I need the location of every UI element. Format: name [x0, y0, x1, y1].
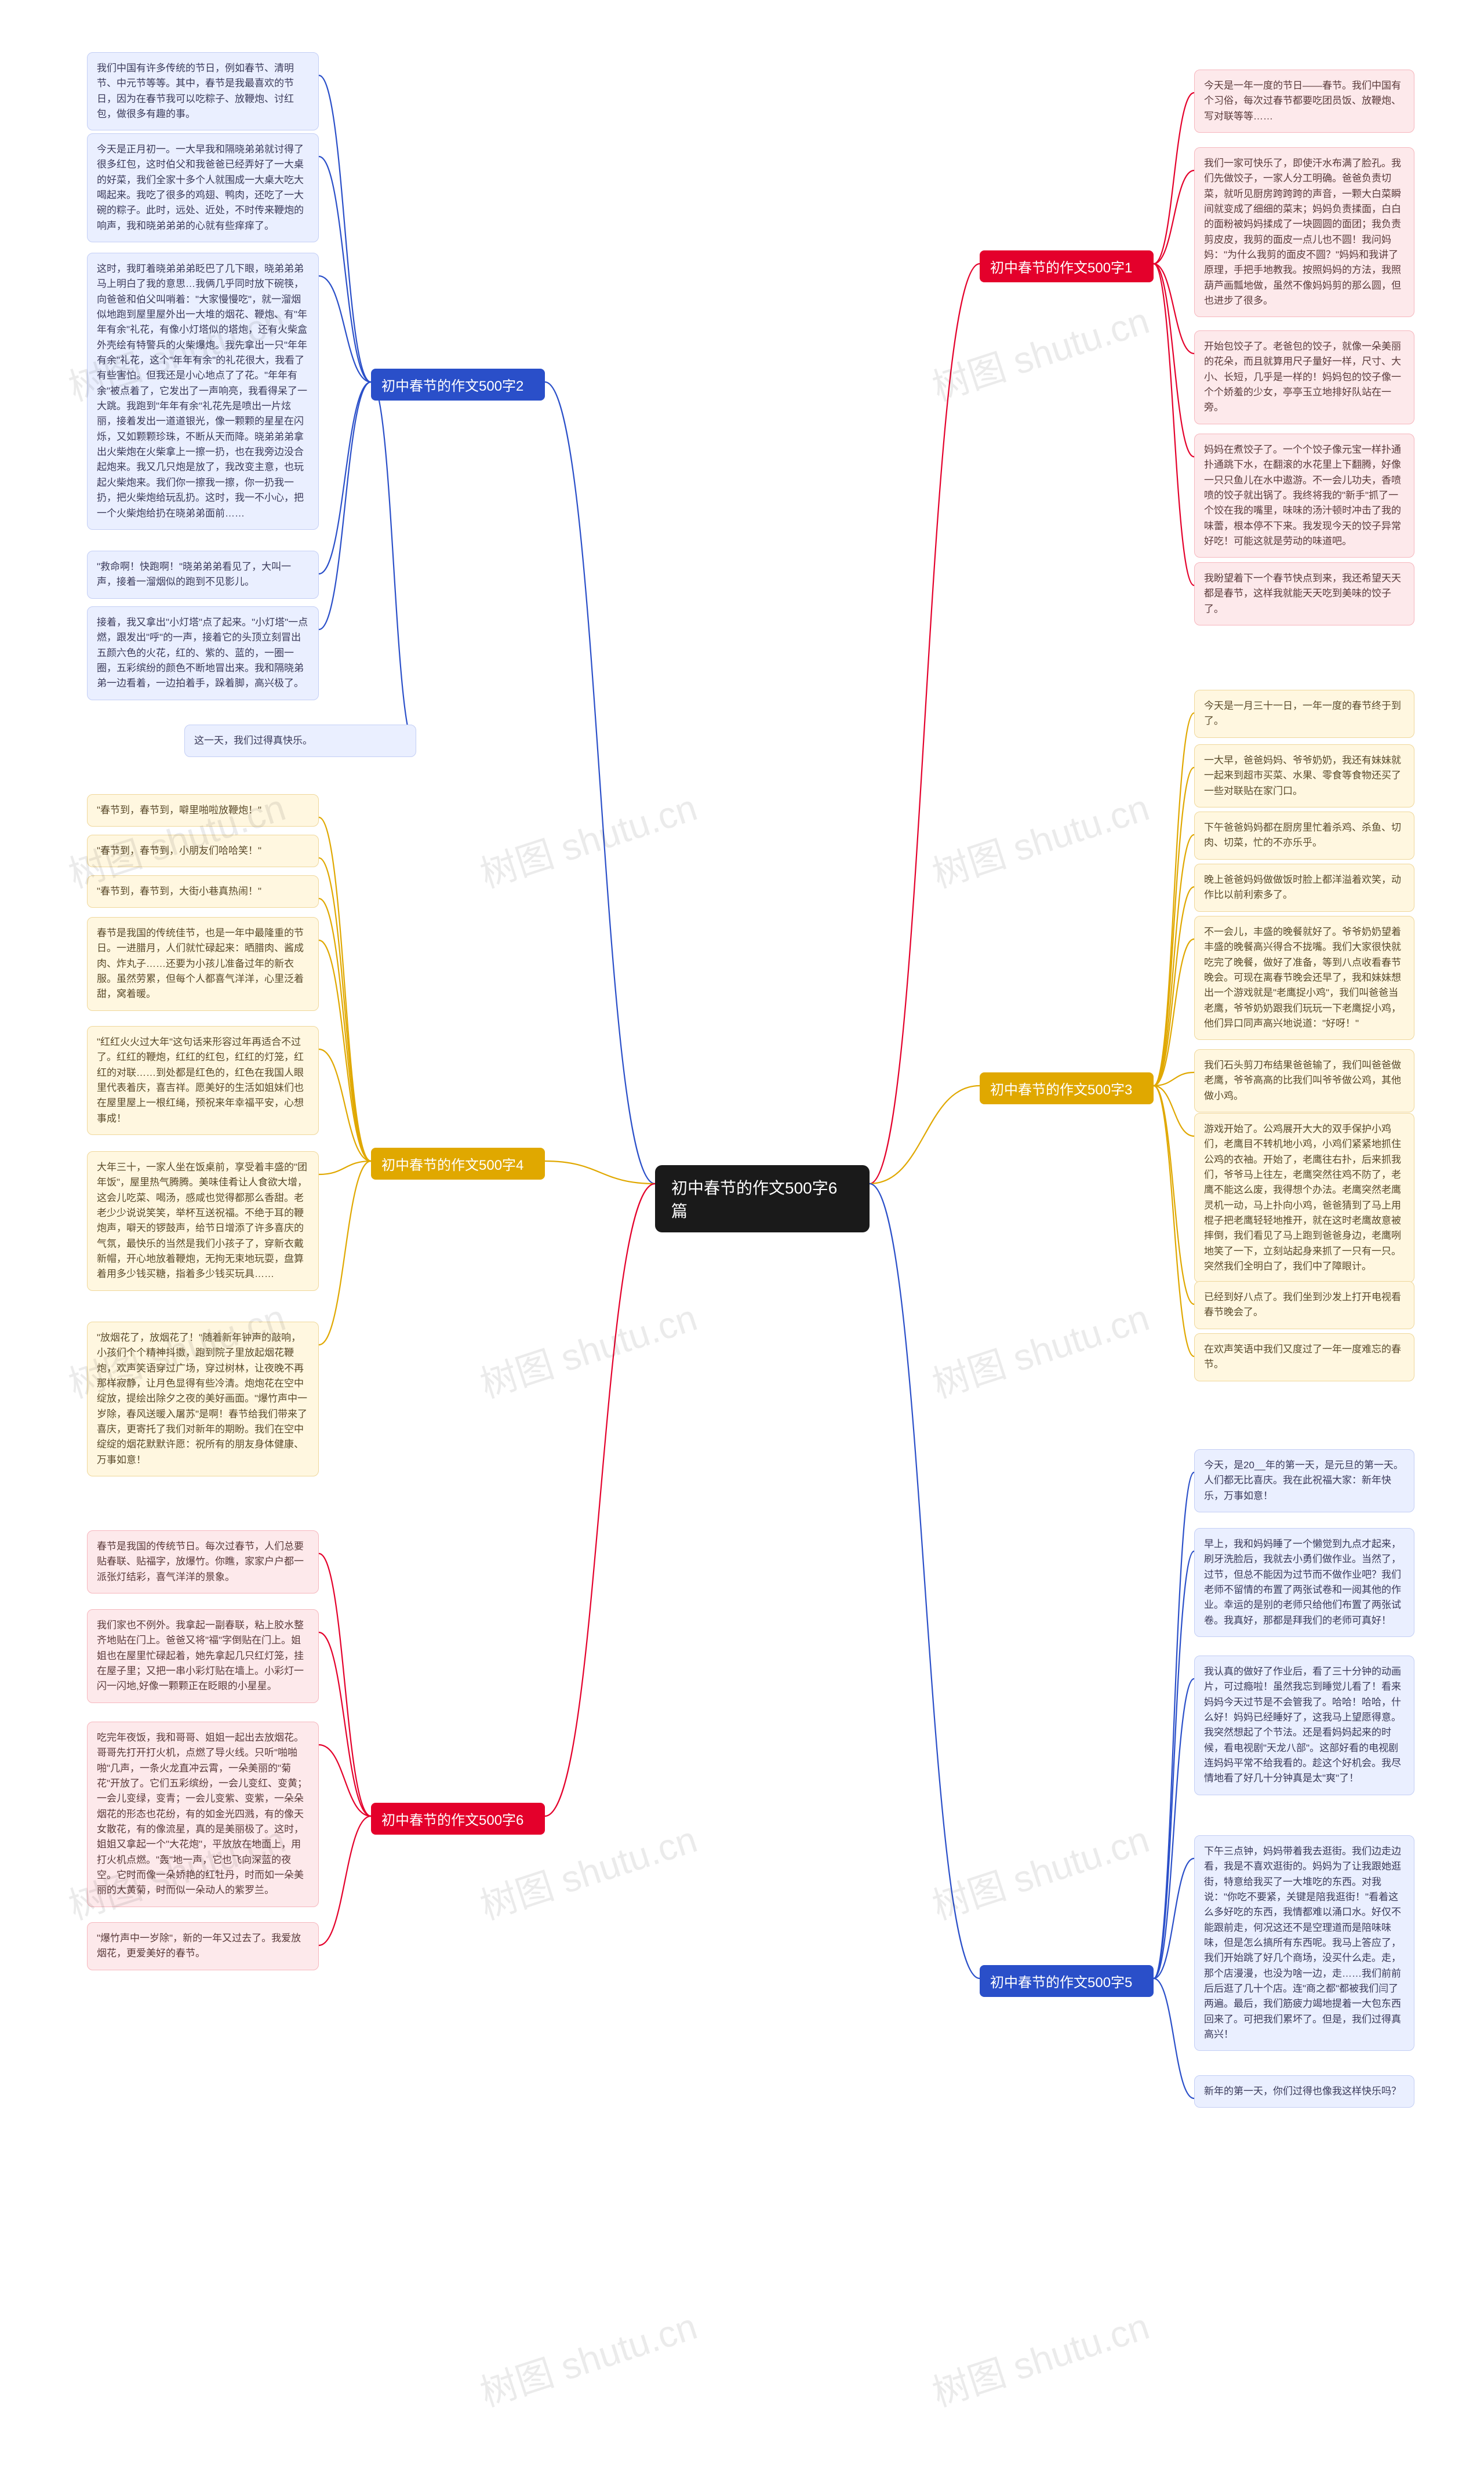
note-b3-1: 一大早，爸爸妈妈、爷爷奶奶，我还有妹妹就一起来到超市买菜、水果、零食等食物还买了… — [1194, 744, 1414, 807]
note-b1-4: 我盼望着下一个春节快点到来，我还希望天天都是春节，这样我就能天天吃到美味的饺子了… — [1194, 562, 1414, 625]
note-b4-0: "春节到，春节到，噼里啪啦放鞭炮！" — [87, 794, 319, 827]
note-b2-0: 我们中国有许多传统的节日，例如春节、清明节、中元节等等。其中，春节是我最喜欢的节… — [87, 52, 319, 130]
watermark: 树图 shutu.cn — [472, 2297, 703, 2417]
note-b5-2: 我认真的做好了作业后，看了三十分钟的动画片，可过瘾啦！虽然我忘到睡觉儿看了！看来… — [1194, 1656, 1414, 1795]
note-b1-2: 开始包饺子了。老爸包的饺子，就像一朵美丽的花朵，而且就算用尺子量好一样，尺寸、大… — [1194, 330, 1414, 424]
note-b1-1: 我们一家可快乐了，即使汗水布满了脸孔。我们先做饺子，一家人分工明确。爸爸负责切菜… — [1194, 147, 1414, 317]
note-b6-2: 吃完年夜饭，我和哥哥、姐姐一起出去放烟花。哥哥先打开打火机，点燃了导火线。只听"… — [87, 1722, 319, 1907]
note-b6-0: 春节是我国的传统节日。每次过春节，人们总要贴春联、贴福字，放爆竹。你瞧，家家户户… — [87, 1530, 319, 1594]
note-b4-5: 大年三十，一家人坐在饭桌前，享受着丰盛的"团年饭"，屋里热气腾腾。美味佳肴让人食… — [87, 1151, 319, 1291]
note-b2-2: 这时，我盯着晓弟弟弟眨巴了几下眼，晓弟弟弟马上明白了我的意思…我俩几乎同时放下碗… — [87, 253, 319, 530]
watermark: 树图 shutu.cn — [925, 778, 1155, 898]
note-b3-8: 在欢声笑语中我们又度过了一年一度难忘的春节。 — [1194, 1333, 1414, 1381]
watermark: 树图 shutu.cn — [925, 291, 1155, 411]
note-b3-0: 今天是一月三十一日，一年一度的春节终于到了。 — [1194, 690, 1414, 738]
note-b3-7: 已经到好八点了。我们坐到沙发上打开电视看春节晚会了。 — [1194, 1281, 1414, 1329]
center-node: 初中春节的作文500字6篇 — [655, 1165, 870, 1232]
note-b3-4: 不一会儿，丰盛的晚餐就好了。爷爷奶奶望着丰盛的晚餐高兴得合不拢嘴。我们大家很快就… — [1194, 916, 1414, 1040]
note-b5-4: 新年的第一天，你们过得也像我这样快乐吗？ — [1194, 2075, 1414, 2108]
watermark: 树图 shutu.cn — [472, 778, 703, 898]
note-b4-4: "红红火火过大年"这句话来形容过年再适合不过了。红红的鞭炮，红红的红包，红红的灯… — [87, 1026, 319, 1135]
note-b3-6: 游戏开始了。公鸡展开大大的双手保护小鸡们，老鹰目不转机地小鸡，小鸡们紧紧地抓住公… — [1194, 1113, 1414, 1283]
branch-label-b4: 初中春节的作文500字4 — [371, 1148, 545, 1180]
branch-label-b1: 初中春节的作文500字1 — [980, 250, 1154, 282]
watermark: 树图 shutu.cn — [472, 1288, 703, 1408]
watermark: 树图 shutu.cn — [925, 1288, 1155, 1408]
note-b5-3: 下午三点钟，妈妈带着我去逛街。我们边走边看，我是不喜欢逛街的。妈妈为了让我跟她逛… — [1194, 1835, 1414, 2051]
note-b6-3: "爆竹声中一岁除"，新的一年又过去了。我爱放烟花，更爱美好的春节。 — [87, 1922, 319, 1970]
branch-label-b6: 初中春节的作文500字6 — [371, 1803, 545, 1835]
note-b2-3: "救命啊！快跑啊！"晓弟弟弟看见了，大叫一声，接着一溜烟似的跑到不见影儿。 — [87, 551, 319, 599]
watermark: 树图 shutu.cn — [925, 1810, 1155, 1930]
branch-label-b3: 初中春节的作文500字3 — [980, 1072, 1154, 1104]
branch-label-b5: 初中春节的作文500字5 — [980, 1965, 1154, 1997]
note-b2-1: 今天是正月初一。一大早我和隔晓弟弟就讨得了很多红包，这时伯父和我爸爸已经弄好了一… — [87, 133, 319, 242]
note-b4-1: "春节到，春节到，小朋友们哈哈笑！" — [87, 835, 319, 867]
note-b6-1: 我们家也不例外。我拿起一副春联，粘上胶水整齐地贴在门上。爸爸又将"福"字倒贴在门… — [87, 1609, 319, 1703]
watermark: 树图 shutu.cn — [925, 2297, 1155, 2417]
note-b4-6: "放烟花了，放烟花了！"随着新年钟声的敲响，小孩们个个精神抖擞，跑到院子里放起烟… — [87, 1322, 319, 1476]
note-b4-2: "春节到，春节到，大街小巷真热闹！" — [87, 875, 319, 908]
note-b5-1: 早上，我和妈妈睡了一个懒觉到九点才起来，刷牙洗脸后，我就去小勇们做作业。当然了，… — [1194, 1528, 1414, 1637]
note-b2-4: 接着，我又拿出"小灯塔"点了起来。"小灯塔"一点燃，跟发出"呼"的一声，接着它的… — [87, 606, 319, 700]
note-b3-2: 下午爸爸妈妈都在厨房里忙着杀鸡、杀鱼、切肉、切菜，忙的不亦乐乎。 — [1194, 812, 1414, 860]
note-b1-3: 妈妈在煮饺子了。一个个饺子像元宝一样扑通扑通跳下水，在翻滚的水花里上下翻腾，好像… — [1194, 434, 1414, 558]
note-b2-5: 这一天，我们过得真快乐。 — [184, 725, 416, 757]
note-b5-0: 今天，是20__年的第一天，是元旦的第一天。人们都无比喜庆。我在此祝福大家：新年… — [1194, 1449, 1414, 1512]
note-b3-3: 晚上爸爸妈妈做做饭时脸上都洋溢着欢笑，动作比以前利索多了。 — [1194, 864, 1414, 912]
note-b4-3: 春节是我国的传统佳节，也是一年中最隆重的节日。一进腊月，人们就忙碌起来：晒腊肉、… — [87, 917, 319, 1011]
branch-label-b2: 初中春节的作文500字2 — [371, 369, 545, 401]
note-b1-0: 今天是一年一度的节日——春节。我们中国有个习俗，每次过春节都要吃团员饭、放鞭炮、… — [1194, 70, 1414, 133]
note-b3-5: 我们石头剪刀布结果爸爸输了，我们叫爸爸做老鹰，爷爷高高的比我们叫爷爷做公鸡，其他… — [1194, 1049, 1414, 1112]
